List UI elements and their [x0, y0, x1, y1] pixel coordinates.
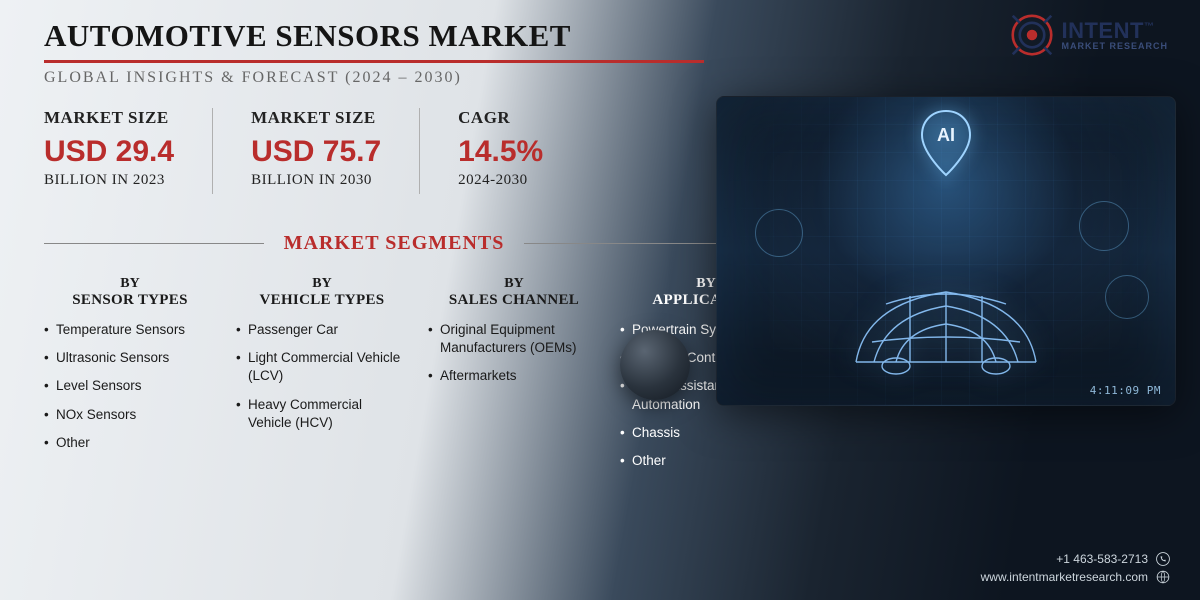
metrics-row: MARKET SIZE USD 29.4 BILLION IN 2023 MAR…	[44, 108, 543, 194]
dashboard-knob-icon	[620, 330, 690, 400]
segment-item: Other	[44, 434, 216, 452]
hud-ring-icon	[755, 209, 803, 257]
title-rule	[44, 60, 704, 63]
segment-by: BY	[428, 276, 600, 292]
segment-list: Passenger Car Light Commercial Vehicle (L…	[236, 321, 408, 432]
hud-ring-icon	[1079, 201, 1129, 251]
segment-item: Original Equipment Manufacturers (OEMs)	[428, 321, 600, 357]
segment-column: BYSENSOR TYPES Temperature Sensors Ultraso…	[44, 276, 216, 480]
header: AUTOMOTIVE SENSORS MARKET GLOBAL INSIGHT…	[44, 18, 704, 87]
segment-item: Passenger Car	[236, 321, 408, 339]
divider	[44, 243, 264, 244]
segment-item: Aftermarkets	[428, 367, 600, 385]
divider	[419, 108, 420, 194]
metric-cagr: CAGR 14.5% 2024-2030	[458, 108, 543, 189]
divider	[212, 108, 213, 194]
metric-note: 2024-2030	[458, 172, 543, 189]
segment-by: BY	[236, 276, 408, 292]
metric-label: MARKET SIZE	[44, 108, 174, 128]
metric-market-size-2023: MARKET SIZE USD 29.4 BILLION IN 2023	[44, 108, 174, 189]
segment-item: Light Commercial Vehicle (LCV)	[236, 349, 408, 385]
segment-list: Temperature Sensors Ultrasonic Sensors Lev…	[44, 321, 216, 452]
ai-label: AI	[937, 125, 955, 145]
page-subtitle: GLOBAL INSIGHTS & FORECAST (2024 – 2030)	[44, 69, 704, 87]
metric-note: BILLION IN 2030	[251, 172, 381, 189]
dashboard-clock: 4:11:09 PM	[1090, 384, 1161, 397]
segments-heading: MARKET SEGMENTS	[44, 232, 744, 255]
segment-list: Original Equipment Manufacturers (OEMs) A…	[428, 321, 600, 386]
segments-heading-text: MARKET SEGMENTS	[284, 232, 505, 255]
page-title: AUTOMOTIVE SENSORS MARKET	[44, 18, 704, 54]
car-wireframe-icon	[826, 244, 1066, 389]
segment-item: Heavy Commercial Vehicle (HCV)	[236, 396, 408, 432]
segment-item: NOx Sensors	[44, 406, 216, 424]
metric-value: USD 75.7	[251, 136, 381, 168]
divider	[524, 243, 744, 244]
logo-name: INTENT	[1061, 18, 1143, 43]
segment-item: Ultrasonic Sensors	[44, 349, 216, 367]
segment-item: Temperature Sensors	[44, 321, 216, 339]
hud-ring-icon	[1105, 275, 1149, 319]
brand-logo: INTENT™ MARKET RESEARCH	[1011, 14, 1168, 56]
globe-icon	[1156, 570, 1170, 584]
contact-website: www.intentmarketresearch.com	[981, 570, 1148, 584]
segment-item: Other	[620, 452, 792, 470]
metric-label: MARKET SIZE	[251, 108, 381, 128]
segment-by: BY	[44, 276, 216, 292]
contact-phone: +1 463-583-2713	[1056, 552, 1148, 566]
metric-value: 14.5%	[458, 136, 543, 168]
phone-icon	[1156, 552, 1170, 566]
dashboard-illustration: AI 4:11:09 PM	[716, 96, 1176, 406]
metric-label: CAGR	[458, 108, 543, 128]
target-icon	[1011, 14, 1053, 56]
segment-name: SALES CHANNEL	[428, 292, 600, 309]
segment-column: BYSALES CHANNEL Original Equipment Manufa…	[428, 276, 600, 480]
segment-item: Chassis	[620, 424, 792, 442]
segment-item: Level Sensors	[44, 377, 216, 395]
ai-pin-icon: AI	[914, 107, 978, 184]
segment-name: VEHICLE TYPES	[236, 292, 408, 309]
segment-column: BYVEHICLE TYPES Passenger Car Light Commer…	[236, 276, 408, 480]
metric-value: USD 29.4	[44, 136, 174, 168]
segment-name: SENSOR TYPES	[44, 292, 216, 309]
metric-note: BILLION IN 2023	[44, 172, 174, 189]
footer-contacts: +1 463-583-2713 www.intentmarketresearch…	[981, 548, 1170, 584]
logo-tagline: MARKET RESEARCH	[1061, 42, 1168, 51]
metric-market-size-2030: MARKET SIZE USD 75.7 BILLION IN 2030	[251, 108, 381, 189]
